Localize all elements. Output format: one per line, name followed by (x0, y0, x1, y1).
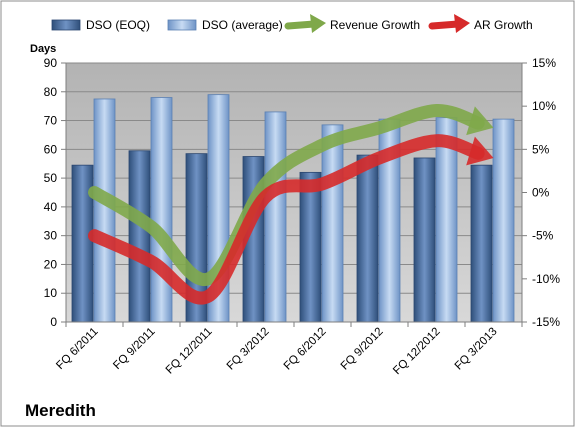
bar-dso-average (492, 118, 515, 323)
growth-arrows (88, 103, 494, 305)
bar-dso-average (150, 97, 173, 323)
y-tick-label: 60 (44, 142, 58, 156)
legend-swatch (167, 19, 197, 31)
bar-dso-average (93, 98, 116, 323)
y-tick-label: 10 (44, 286, 58, 300)
revenue-growth-line (88, 103, 485, 286)
y-axis-label: Days (30, 43, 56, 55)
bar-dso-eoq (128, 150, 151, 323)
legend-arrow-shaft (284, 20, 318, 30)
company-name: Meredith (25, 401, 96, 420)
legend-swatch (51, 19, 81, 31)
y-tick-label: 70 (44, 114, 58, 128)
legend-label: DSO (EOQ) (86, 18, 150, 32)
bar-dso-eoq (356, 154, 379, 323)
bar-dso-average (321, 124, 344, 323)
legend-arrow-shaft (428, 20, 462, 30)
legend-label: AR Growth (474, 18, 533, 32)
y2-tick-label: -5% (532, 229, 554, 243)
legend-label: Revenue Growth (330, 18, 420, 32)
legend: DSO (EOQ) DSO (average) Revenue Growth AR G… (51, 14, 533, 33)
revenue-growth-arrowhead (466, 106, 494, 136)
y-tick-label: 80 (44, 85, 58, 99)
y-tick-label: 20 (44, 257, 58, 271)
y-tick-label: 30 (44, 229, 58, 243)
y2-tick-label: 15% (532, 56, 556, 70)
y2-tick-label: 0% (532, 186, 550, 200)
y-tick-label: 50 (44, 171, 58, 185)
bar-dso-eoq (299, 171, 322, 323)
legend-label: DSO (average) (202, 18, 283, 32)
y2-tick-label: 10% (532, 99, 556, 113)
y2-tick-label: 5% (532, 142, 550, 156)
y-tick-label: 0 (50, 315, 57, 329)
y2-tick-label: -15% (532, 315, 560, 329)
legend-arrow-head (310, 14, 326, 33)
bar-dso-eoq (413, 157, 436, 323)
bar-dso-eoq (470, 164, 493, 323)
left-axis-ticks: 0 10 20 30 40 50 60 70 80 90 (44, 56, 66, 329)
y-tick-label: 40 (44, 200, 58, 214)
right-axis-ticks: -15% -10% -5% 0% 5% 10% 15% (522, 56, 560, 329)
ar-growth-arrowhead (466, 136, 494, 166)
y2-tick-label: -10% (532, 272, 560, 286)
ar-growth-line (88, 134, 485, 305)
bar-dso-average (264, 111, 287, 323)
legend-arrow-head (454, 14, 470, 33)
y-tick-label: 90 (44, 56, 58, 70)
